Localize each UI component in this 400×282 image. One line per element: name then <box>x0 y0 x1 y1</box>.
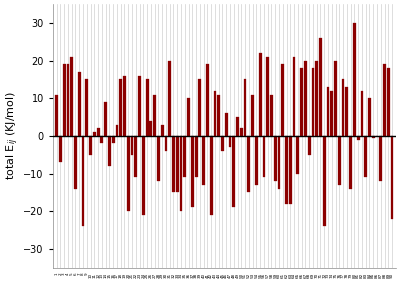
Bar <box>78 72 81 136</box>
Bar <box>304 61 307 136</box>
Bar <box>244 80 246 136</box>
Bar <box>338 136 341 185</box>
Bar <box>232 136 235 208</box>
Bar <box>293 57 296 136</box>
Bar <box>187 98 190 136</box>
Bar <box>214 91 216 136</box>
Bar <box>262 136 265 177</box>
Bar <box>157 136 160 181</box>
Bar <box>134 136 137 177</box>
Bar <box>353 23 356 136</box>
Bar <box>334 61 337 136</box>
Bar <box>176 136 179 192</box>
Bar <box>240 128 243 136</box>
Bar <box>70 57 73 136</box>
Bar <box>236 117 239 136</box>
Bar <box>100 136 103 144</box>
Bar <box>180 136 182 211</box>
Bar <box>66 64 69 136</box>
Bar <box>82 136 84 226</box>
Bar <box>150 121 152 136</box>
Bar <box>89 136 92 155</box>
Bar <box>323 136 326 226</box>
Bar <box>93 132 96 136</box>
Bar <box>142 136 145 215</box>
Bar <box>183 136 186 177</box>
Bar <box>319 38 322 136</box>
Bar <box>210 136 212 215</box>
Bar <box>281 64 284 136</box>
Bar <box>74 136 77 189</box>
Bar <box>383 64 386 136</box>
Bar <box>161 125 164 136</box>
Bar <box>364 136 367 177</box>
Bar <box>296 136 299 174</box>
Bar <box>251 94 254 136</box>
Bar <box>116 125 118 136</box>
Bar <box>127 136 130 211</box>
Bar <box>312 68 314 136</box>
Bar <box>228 136 232 147</box>
Bar <box>146 80 148 136</box>
Bar <box>270 94 273 136</box>
Bar <box>387 68 390 136</box>
Bar <box>108 136 111 166</box>
Bar <box>217 94 220 136</box>
Bar <box>119 80 122 136</box>
Bar <box>138 76 141 136</box>
Bar <box>266 57 269 136</box>
Bar <box>112 136 114 144</box>
Bar <box>85 80 88 136</box>
Bar <box>104 102 107 136</box>
Bar <box>360 91 363 136</box>
Bar <box>248 136 250 192</box>
Bar <box>278 136 280 189</box>
Bar <box>285 136 288 204</box>
Bar <box>123 76 126 136</box>
Bar <box>97 128 100 136</box>
Y-axis label: total E$_{ij}$ (KJ/mol): total E$_{ij}$ (KJ/mol) <box>4 91 20 180</box>
Bar <box>289 136 292 204</box>
Bar <box>195 136 198 177</box>
Bar <box>259 53 262 136</box>
Bar <box>349 136 352 189</box>
Bar <box>131 136 134 155</box>
Bar <box>55 94 58 136</box>
Bar <box>63 64 66 136</box>
Bar <box>225 113 228 136</box>
Bar <box>368 98 371 136</box>
Bar <box>300 68 303 136</box>
Bar <box>357 136 360 140</box>
Bar <box>206 64 209 136</box>
Bar <box>372 136 375 138</box>
Bar <box>379 136 382 181</box>
Bar <box>255 136 258 185</box>
Bar <box>221 136 224 151</box>
Bar <box>330 91 333 136</box>
Bar <box>172 136 175 192</box>
Bar <box>198 80 201 136</box>
Bar <box>326 87 330 136</box>
Bar <box>153 94 156 136</box>
Bar <box>59 136 62 162</box>
Bar <box>164 136 167 151</box>
Bar <box>168 61 171 136</box>
Bar <box>202 136 205 185</box>
Bar <box>315 61 318 136</box>
Bar <box>308 136 310 155</box>
Bar <box>191 136 194 208</box>
Bar <box>391 136 394 219</box>
Bar <box>342 80 344 136</box>
Bar <box>346 87 348 136</box>
Bar <box>274 136 277 181</box>
